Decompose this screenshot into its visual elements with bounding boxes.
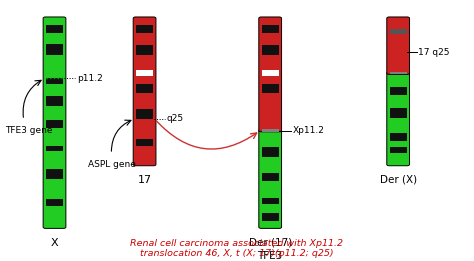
FancyBboxPatch shape	[387, 17, 410, 74]
Text: ASPL gene: ASPL gene	[88, 160, 136, 169]
FancyBboxPatch shape	[259, 129, 282, 228]
FancyBboxPatch shape	[133, 17, 156, 166]
Bar	[390, 87, 407, 95]
Text: Der (X): Der (X)	[380, 175, 417, 185]
Bar	[46, 44, 63, 55]
Bar	[390, 133, 407, 141]
Bar	[136, 84, 153, 93]
Bar	[46, 146, 63, 151]
Bar	[262, 147, 279, 157]
Bar	[390, 29, 407, 34]
FancyBboxPatch shape	[259, 17, 282, 132]
Bar	[390, 108, 407, 118]
Bar	[262, 45, 279, 55]
Bar	[262, 213, 279, 221]
Text: Renal cell carcinoma associated with Xp11.2
translocation 46, X, t (X; 17)(p11.2: Renal cell carcinoma associated with Xp1…	[130, 239, 344, 258]
Bar	[136, 25, 153, 33]
Text: q25: q25	[167, 114, 184, 123]
Bar	[136, 70, 153, 76]
Bar	[46, 199, 63, 206]
Bar	[262, 70, 279, 76]
Bar	[46, 120, 63, 128]
Bar	[262, 25, 279, 33]
Bar	[46, 169, 63, 179]
FancyBboxPatch shape	[387, 72, 410, 166]
Bar	[136, 139, 153, 146]
Bar	[136, 109, 153, 119]
Bar	[262, 129, 279, 132]
Text: TFE3: TFE3	[257, 251, 283, 260]
Bar	[262, 173, 279, 181]
Text: 17: 17	[137, 175, 152, 185]
Bar	[390, 72, 407, 74]
Bar	[262, 198, 279, 204]
Bar	[46, 78, 63, 84]
FancyBboxPatch shape	[43, 17, 66, 228]
Text: TFE3 gene: TFE3 gene	[5, 126, 52, 135]
Text: Xp11.2: Xp11.2	[292, 126, 324, 135]
Text: 17 q25: 17 q25	[418, 48, 449, 57]
Bar	[262, 84, 279, 93]
Bar	[46, 25, 63, 33]
Bar	[46, 96, 63, 106]
Bar	[136, 45, 153, 55]
Bar	[390, 147, 407, 153]
Text: X: X	[51, 238, 58, 247]
Text: p11.2: p11.2	[77, 74, 102, 83]
Text: Der (17): Der (17)	[248, 238, 292, 247]
